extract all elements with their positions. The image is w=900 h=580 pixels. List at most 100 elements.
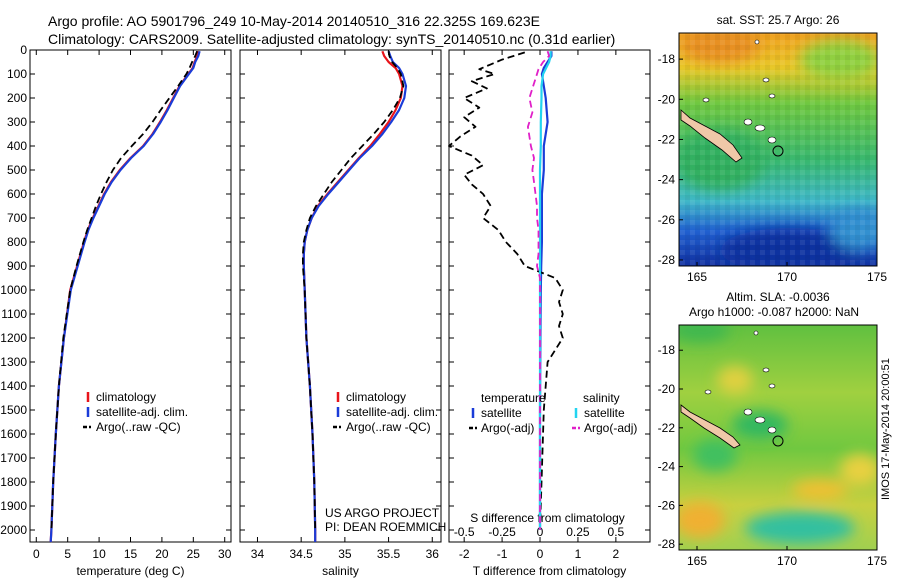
x-tick-label: 10 bbox=[92, 547, 106, 561]
x-tick-label: 25 bbox=[187, 547, 201, 561]
depth-tick-label: 700 bbox=[7, 211, 27, 225]
argo-float-marker-sla bbox=[772, 435, 784, 447]
profile-title: Argo profile: AO 5901796_249 10-May-2014… bbox=[48, 13, 540, 29]
legend-label-argo: Argo(..raw -QC) bbox=[346, 420, 431, 434]
salinity-xlabel: salinity bbox=[322, 564, 359, 578]
salinity-series-satellite bbox=[302, 50, 408, 542]
map-y-tick-label: -18 bbox=[658, 52, 676, 66]
map-y-tick-label: -20 bbox=[658, 92, 676, 106]
map-y-tick-label: -18 bbox=[658, 343, 676, 357]
temperature-series-satellite bbox=[49, 50, 201, 543]
legend-label-satellite: satellite bbox=[481, 406, 522, 420]
difference-chart: -2 -1 0 1 2 T difference from climatology -0.5… bbox=[448, 49, 651, 578]
map-y-tick-label: -22 bbox=[658, 421, 676, 435]
difference-frame bbox=[448, 49, 651, 543]
depth-tick-label: 1100 bbox=[1, 307, 27, 321]
sst-map-frame bbox=[678, 32, 878, 267]
argo-float-marker bbox=[772, 145, 784, 157]
map-x-tick-label: 175 bbox=[867, 554, 887, 568]
legend-label-sat_salinity: satellite bbox=[584, 406, 625, 420]
temperature-xlabel: temperature (deg C) bbox=[76, 564, 184, 578]
map-y-tick-label: -24 bbox=[658, 173, 676, 187]
project-annotation: US ARGO PROJECT bbox=[325, 506, 440, 520]
sla-map bbox=[678, 324, 878, 551]
depth-tick-label: 2000 bbox=[0, 523, 27, 537]
x-tick-label: 5 bbox=[64, 547, 71, 561]
salinity-chart: 34 34.5 35 35.5 36 salinity climatologysatelli… bbox=[239, 49, 446, 578]
climatology-title: Climatology: CARS2009. Satellite-adjuste… bbox=[48, 31, 616, 47]
sla-map-frame bbox=[678, 324, 878, 551]
x-tick-label: 1 bbox=[575, 547, 582, 561]
salinity-series-climatology bbox=[302, 50, 404, 542]
sst-map bbox=[678, 32, 878, 267]
depth-tick-label: 1400 bbox=[0, 379, 27, 393]
x-tick-label: 34 bbox=[251, 547, 265, 561]
depth-tick-label: 200 bbox=[7, 91, 27, 105]
sla_map-axes: 165 170 175 -18 -20 -22 -24 -26 -28 Altim. SLA: -… bbox=[658, 290, 888, 568]
new-caledonia-island-sla bbox=[680, 404, 741, 449]
sst-map-texture bbox=[679, 33, 877, 266]
temperature-series-climatology bbox=[49, 50, 200, 543]
depth-tick-label: 1700 bbox=[0, 451, 27, 465]
x-tick-label: -1 bbox=[497, 547, 508, 561]
legend-header-salinity: salinity bbox=[583, 391, 620, 405]
sla-map-patches bbox=[679, 325, 877, 544]
difference-xlabel-top: S difference from climatology bbox=[470, 511, 625, 525]
depth-tick-label: 500 bbox=[7, 163, 27, 177]
x-top-tick-label: -0.5 bbox=[454, 525, 475, 539]
x-tick-label: 0 bbox=[537, 547, 544, 561]
map-y-tick-label: -28 bbox=[658, 253, 676, 267]
x-tick-label: 30 bbox=[218, 547, 232, 561]
map-y-tick-label: -26 bbox=[658, 213, 676, 227]
difference-xlabel: T difference from climatology bbox=[473, 564, 627, 578]
salinity-series-argo bbox=[301, 51, 405, 531]
x-tick-label: 2 bbox=[613, 547, 620, 561]
loyalty-islands-sla bbox=[704, 330, 777, 434]
depth-tick-label: 1600 bbox=[0, 427, 27, 441]
depth-tick-label: 1000 bbox=[0, 283, 27, 297]
legend-label-climatology: climatology bbox=[96, 390, 156, 404]
x-top-tick-label: 0.5 bbox=[608, 525, 625, 539]
depth-tick-label: 1900 bbox=[0, 499, 27, 513]
x-tick-label: 0 bbox=[33, 547, 40, 561]
map-y-tick-label: -20 bbox=[658, 382, 676, 396]
new-caledonia-island bbox=[680, 109, 743, 163]
depth-tick-label: 800 bbox=[7, 235, 27, 249]
sst_map-axes: 165 170 175 -18 -20 -22 -24 -26 -28 sat. SST: 25.… bbox=[658, 13, 888, 284]
map-y-tick-label: -24 bbox=[658, 460, 676, 474]
map-x-tick-label: 165 bbox=[687, 554, 707, 568]
x-tick-label: 20 bbox=[155, 547, 169, 561]
temperature-series-argo bbox=[50, 50, 198, 531]
map-y-tick-label: -26 bbox=[658, 498, 676, 512]
depth-tick-label: 0 bbox=[20, 43, 27, 57]
difference-series-argo bbox=[448, 51, 564, 531]
map-x-tick-label: 175 bbox=[867, 270, 887, 284]
depth-tick-label: 1200 bbox=[0, 331, 27, 345]
map-x-tick-label: 165 bbox=[687, 270, 707, 284]
map-y-tick-label: -28 bbox=[658, 537, 676, 551]
depth-tick-label: 100 bbox=[7, 67, 27, 81]
x-top-tick-label: 0.25 bbox=[566, 525, 590, 539]
map-x-tick-label: 170 bbox=[777, 270, 797, 284]
depth-tick-label: 1800 bbox=[0, 475, 27, 489]
legend-label-argo_salinity: Argo(-adj) bbox=[584, 421, 637, 435]
loyalty-islands bbox=[702, 39, 777, 144]
legend-label-climatology: climatology bbox=[346, 390, 406, 404]
legend-header-temperature: temperature bbox=[481, 391, 546, 405]
x-tick-label: 15 bbox=[124, 547, 138, 561]
legend-label-argo: Argo(-adj) bbox=[481, 421, 534, 435]
x-tick-label: 35.5 bbox=[377, 547, 401, 561]
x-top-tick-label: -0.25 bbox=[488, 525, 516, 539]
difference-series-sat_salinity bbox=[538, 51, 552, 530]
map-x-tick-label: 170 bbox=[777, 554, 797, 568]
salinity-frame bbox=[239, 49, 442, 543]
x-top-tick-label: 0 bbox=[537, 525, 544, 539]
depth-tick-label: 1300 bbox=[0, 355, 27, 369]
depth-tick-label: 400 bbox=[7, 139, 27, 153]
depth-tick-label: 900 bbox=[7, 259, 27, 273]
x-tick-label: 35 bbox=[338, 547, 352, 561]
x-tick-label: -2 bbox=[459, 547, 470, 561]
sst_map-title: sat. SST: 25.7 Argo: 26 bbox=[717, 13, 840, 27]
project-annotation: PI: DEAN ROEMMICH bbox=[325, 520, 446, 534]
depth-tick-label: 600 bbox=[7, 187, 27, 201]
